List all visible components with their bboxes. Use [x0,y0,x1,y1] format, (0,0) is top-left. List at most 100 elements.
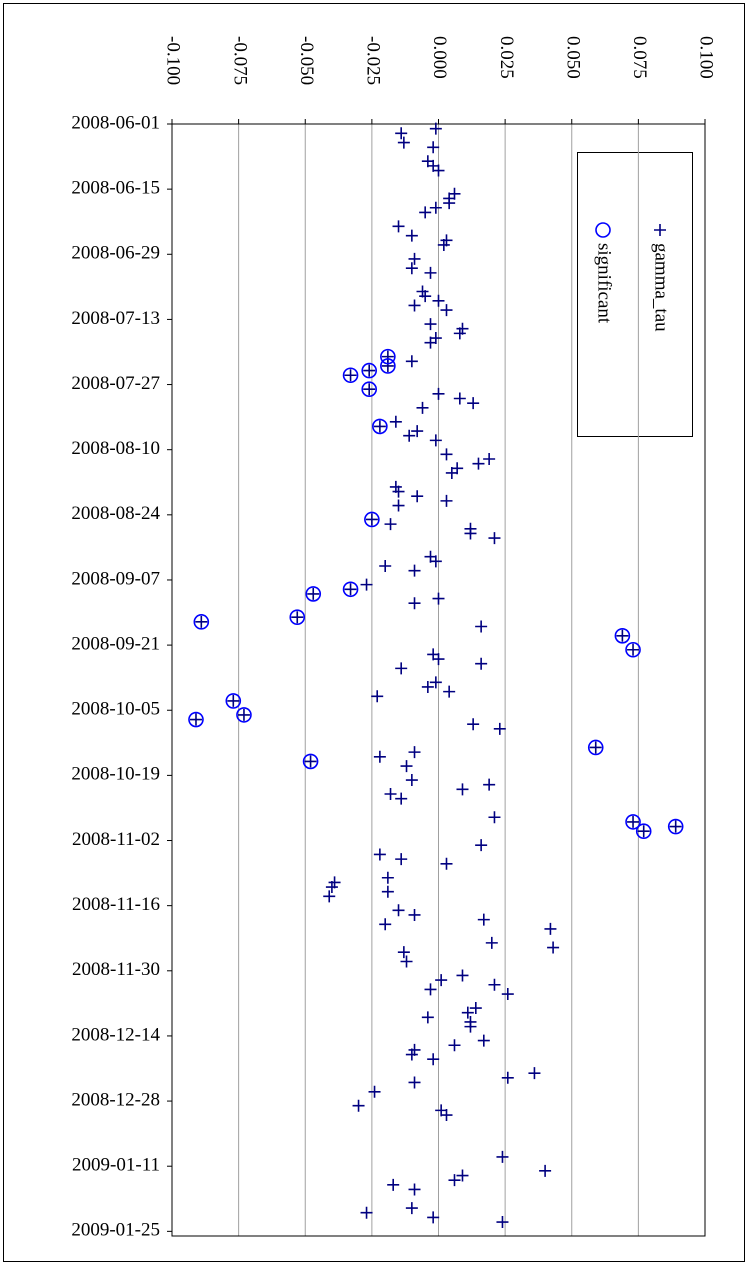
point [424,983,437,996]
point [467,718,480,731]
point [342,581,359,598]
point [528,1067,541,1080]
point [400,955,413,968]
point [408,299,421,312]
point [225,693,242,709]
point [625,814,641,830]
point [408,252,421,265]
point [421,680,434,693]
point [488,532,501,545]
y-tick-label: 2009-01-25 [71,1220,160,1241]
point [427,1053,440,1066]
point [379,560,392,573]
point [380,358,396,374]
point [416,401,429,414]
point [189,713,202,726]
point [227,694,240,707]
point [456,783,469,796]
point [373,420,386,433]
plot-frame [171,123,706,1237]
y-tick-label: 2008-10-05 [71,699,160,720]
point [483,452,496,465]
point [443,192,456,205]
y-tick-label: 2008-09-07 [71,568,160,589]
legend-label: gamma_tau [651,243,672,332]
point [368,1085,381,1098]
point [429,676,442,689]
y-tick-label: 2008-06-15 [71,177,160,198]
point [392,499,405,512]
point [488,978,501,991]
point [392,904,405,917]
point [389,415,402,428]
point [435,974,448,987]
point [429,555,442,568]
point [307,587,320,600]
point [501,1071,514,1084]
point [432,164,445,177]
point [384,518,397,531]
point [405,355,418,368]
point [477,913,490,926]
point [405,1048,418,1061]
point [440,448,453,461]
y-tick-label: 2008-08-10 [71,438,160,459]
y-tick-label: 2008-09-21 [71,633,160,654]
point [344,369,357,382]
y-tick-label: 2008-07-13 [71,308,160,329]
point [475,657,488,670]
point [405,1202,418,1215]
point [475,839,488,852]
point [387,1178,400,1191]
point [440,304,453,317]
point [360,578,373,591]
point [667,818,684,835]
point [427,141,440,154]
point [373,750,386,763]
point [323,890,336,903]
point [419,290,432,303]
point [440,857,453,870]
point [408,1076,421,1089]
point [408,1183,421,1196]
point [424,336,437,349]
x-tick-label: -0.050 [296,36,317,85]
x-tick-label: 0.100 [696,36,717,79]
point [361,381,378,398]
point [363,364,376,377]
point [380,348,396,365]
legend-marker [654,224,666,236]
point [395,853,408,866]
point [365,513,378,526]
point [372,418,388,435]
point [539,1164,552,1177]
point [392,220,405,233]
point [456,969,469,982]
point [589,741,602,754]
point [627,643,640,656]
y-tick-label: 2008-08-24 [71,503,160,524]
point [363,383,376,396]
point [625,641,641,658]
point [381,885,394,898]
point [475,620,488,633]
point [405,229,418,242]
point [445,466,458,479]
point [195,615,208,628]
point [237,708,250,721]
point [432,592,445,605]
legend-label: significant [594,243,615,324]
point [302,753,319,770]
x-tick-label: -0.025 [363,36,384,85]
point [352,1099,365,1112]
point [384,787,397,800]
point [381,359,394,372]
point [472,457,485,470]
point [488,811,501,824]
point [448,1039,461,1052]
point [493,722,506,735]
point [325,881,338,894]
point [448,1174,461,1187]
point [411,490,424,503]
